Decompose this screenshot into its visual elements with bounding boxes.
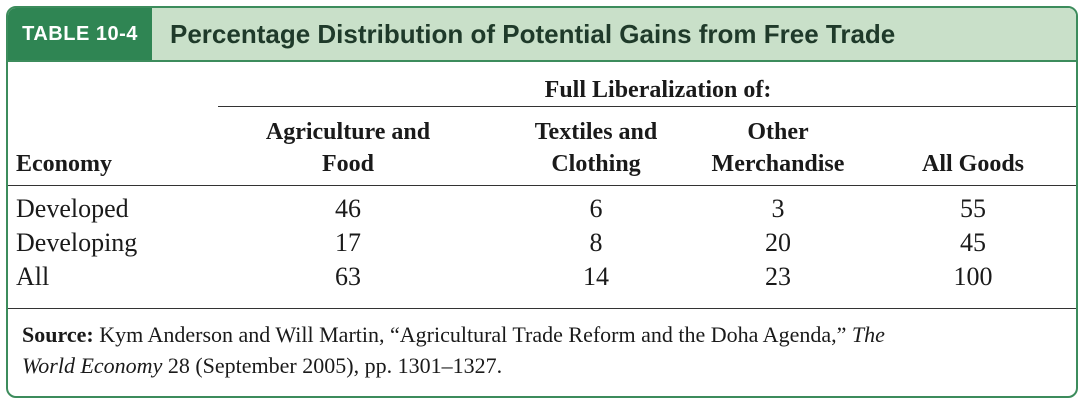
row-all-agriculture: 63 [335, 262, 361, 291]
footer-rule [8, 308, 1076, 309]
column-header-textiles-line1: Textiles and [534, 119, 658, 145]
source-journal-1: The [851, 322, 885, 347]
table-frame: TABLE 10-4 Percentage Distribution of Po… [6, 6, 1078, 398]
row-developing-other: 20 [765, 228, 791, 257]
column-header-economy: Economy [16, 151, 112, 177]
row-developed-all-goods: 55 [960, 194, 986, 223]
source-text-2: 28 (September 2005), pp. 1301–1327. [162, 353, 503, 378]
column-header-all-goods: All Goods [921, 151, 1025, 177]
table-header-bar: TABLE 10-4 Percentage Distribution of Po… [8, 8, 1076, 62]
group-header-rule [218, 106, 1076, 107]
row-all-all-goods: 100 [953, 262, 993, 291]
column-header-other: Other Merchandise [688, 116, 868, 180]
column-header-agriculture-line1: Agriculture and [265, 119, 431, 145]
source-journal-2: World Economy [22, 353, 163, 378]
table-title: Percentage Distribution of Potential Gai… [170, 18, 896, 49]
row-all-other: 23 [765, 262, 791, 291]
row-developed-textiles: 6 [589, 194, 603, 223]
row-developed-agriculture: 46 [335, 194, 361, 223]
column-header-textiles-line2: Clothing [551, 151, 641, 177]
source-text-1: Kym Anderson and Will Martin, “Agricultu… [93, 322, 852, 347]
row-developing-agriculture: 17 [335, 228, 361, 257]
row-developing-textiles: 8 [589, 228, 603, 257]
group-header: Full Liberalization of: [544, 77, 772, 103]
row-all-textiles: 14 [583, 262, 609, 291]
column-header-other-line1: Other [747, 119, 809, 145]
header-rule [8, 185, 1076, 186]
row-all-economy: All [16, 262, 50, 291]
column-header-agriculture-line2: Food [321, 151, 374, 177]
source-label: Source: [22, 322, 94, 347]
table-number: TABLE 10-4 [8, 8, 152, 60]
row-developing-economy: Developing [16, 228, 138, 257]
row-developed-other: 3 [771, 194, 785, 223]
column-header-other-line2: Merchandise [711, 151, 845, 177]
row-developed-economy: Developed [16, 194, 129, 223]
column-header-textiles: Textiles and Clothing [496, 116, 696, 180]
row-developing-all-goods: 45 [960, 228, 986, 257]
column-header-agriculture: Agriculture and Food [238, 116, 458, 180]
source-note: Source: Kym Anderson and Will Martin, “A… [22, 319, 1062, 381]
